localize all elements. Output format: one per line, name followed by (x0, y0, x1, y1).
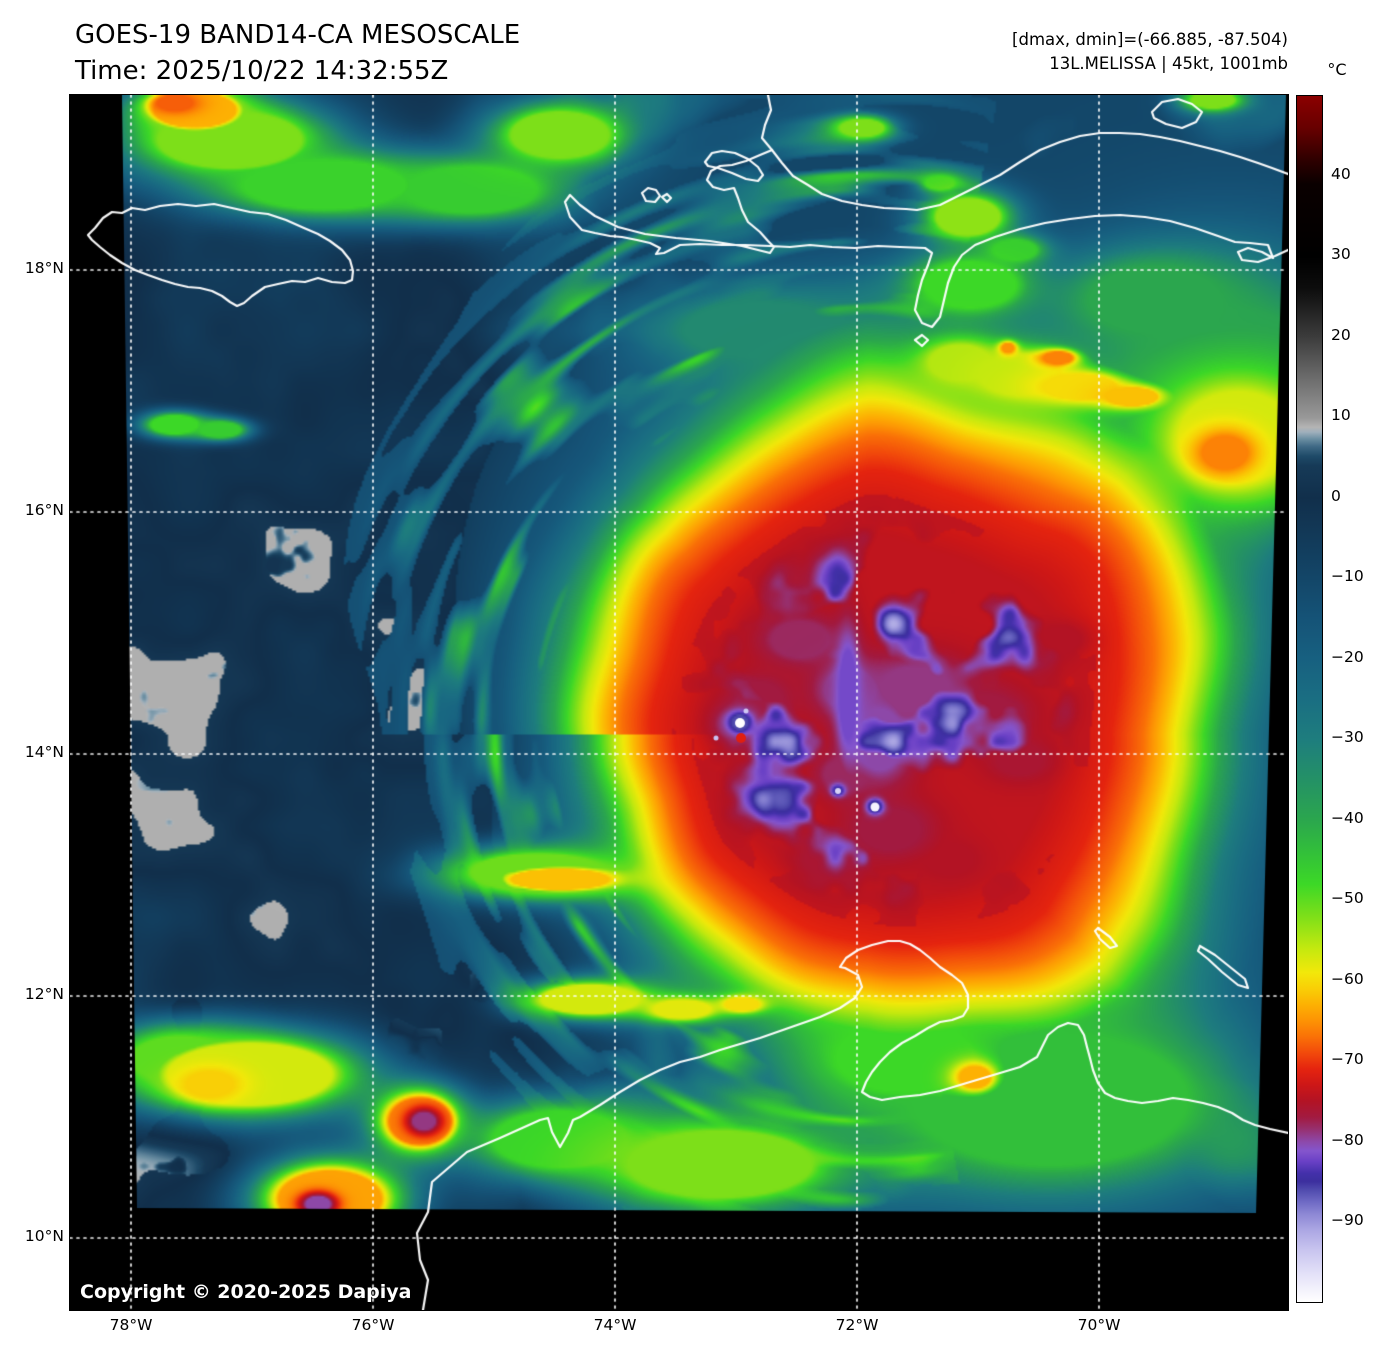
lat-tick-label: 10°N (24, 1227, 64, 1245)
colorbar-tick-label: −50 (1331, 889, 1364, 908)
colorbar-tick-label: −60 (1331, 969, 1364, 988)
colorbar-tick-label: −40 (1331, 808, 1364, 827)
lat-tick-label: 18°N (24, 259, 64, 277)
colorbar-tick-label: 0 (1331, 486, 1341, 505)
copyright-notice: Copyright © 2020-2025 Dapiya (80, 1281, 412, 1303)
lon-tick-label: 70°W (1077, 1316, 1121, 1334)
page-title: GOES-19 BAND14-CA MESOSCALE (75, 20, 521, 50)
lat-tick-label: 16°N (24, 501, 64, 519)
lat-tick-label: 12°N (24, 985, 64, 1003)
colorbar-unit-label: °C (1327, 60, 1347, 79)
colorbar-tick-label: 40 (1331, 164, 1351, 183)
lon-tick-label: 72°W (835, 1316, 879, 1334)
colorbar-tick-label: 20 (1331, 325, 1351, 344)
colorbar-tick-label: −30 (1331, 728, 1364, 747)
time-subtitle: Time: 2025/10/22 14:32:55Z (75, 56, 449, 86)
colorbar-tick-label: −80 (1331, 1130, 1364, 1149)
lon-tick-label: 78°W (109, 1316, 153, 1334)
colorbar-tick-label: −90 (1331, 1211, 1364, 1230)
colorbar-tick-label: −20 (1331, 647, 1364, 666)
storm-info-readout: 13L.MELISSA | 45kt, 1001mb (1049, 54, 1288, 73)
lon-tick-label: 76°W (351, 1316, 395, 1334)
colorbar-tick-label: 10 (1331, 406, 1351, 425)
colorbar-tick-label: 30 (1331, 245, 1351, 264)
colorbar-tick-label: −10 (1331, 567, 1364, 586)
lon-tick-label: 74°W (593, 1316, 637, 1334)
colorbar-tick-label: −70 (1331, 1050, 1364, 1069)
lat-tick-label: 14°N (24, 743, 64, 761)
temperature-colorbar (1296, 95, 1323, 1303)
satellite-map-image (69, 94, 1289, 1311)
dmax-dmin-readout: [dmax, dmin]=(-66.885, -87.504) (1012, 30, 1288, 49)
